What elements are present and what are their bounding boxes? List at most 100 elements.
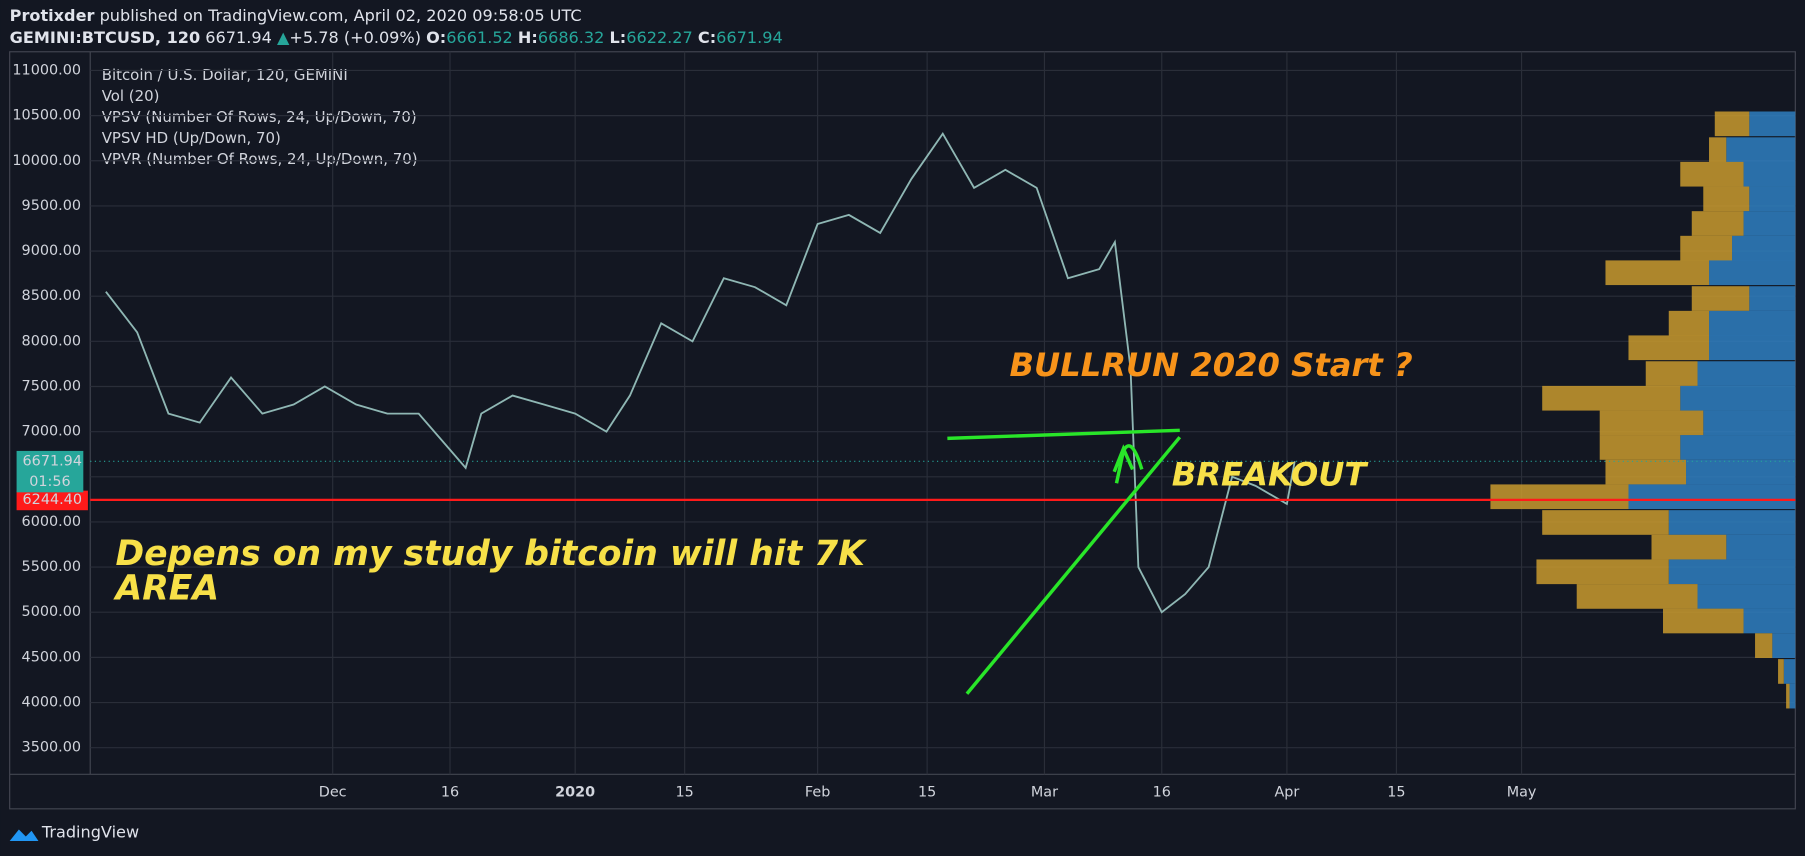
y-tick-label: 3500.00 <box>22 740 81 756</box>
profile-up <box>1709 260 1796 286</box>
profile-up <box>1726 137 1796 162</box>
profile-down <box>1703 186 1750 212</box>
legend-line: VPVR (Number Of Rows, 24, Up/Down, 70) <box>102 150 418 168</box>
profile-down <box>1691 286 1750 311</box>
profile-down <box>1668 310 1710 336</box>
annotation: BULLRUN 2020 Start ? <box>1010 346 1413 384</box>
profile-up <box>1743 161 1796 187</box>
profile-down <box>1542 385 1681 411</box>
profile-down <box>1786 683 1790 709</box>
profile-up <box>1783 659 1796 684</box>
profile-up <box>1772 633 1796 658</box>
profile-up <box>1743 608 1796 634</box>
y-tick-label: 4000.00 <box>22 695 81 711</box>
y-tick-label: 8000.00 <box>22 333 81 349</box>
profile-down <box>1490 484 1629 510</box>
x-tick-label: 15 <box>1387 785 1405 801</box>
support-label-bg <box>16 490 88 511</box>
profile-up <box>1697 361 1796 386</box>
legend-line: VPSV HD (Up/Down, 70) <box>102 129 281 147</box>
profile-up <box>1628 484 1796 510</box>
logo-icon <box>9 829 39 842</box>
profile-down <box>1542 510 1669 535</box>
legend-line: VPSV (Number Of Rows, 24, Up/Down, 70) <box>102 108 417 126</box>
published: published on TradingView.com, April 02, … <box>100 6 582 25</box>
y-tick-label: 9500.00 <box>22 198 81 214</box>
x-tick-label: 16 <box>441 785 459 801</box>
symbol: GEMINI:BTCUSD, 120 <box>10 27 201 46</box>
last-price-label: 6671.94 <box>23 453 82 469</box>
last: 6671.94 <box>205 27 272 46</box>
y-tick-label: 11000.00 <box>12 62 81 78</box>
profile-up <box>1749 286 1796 311</box>
y-tick-label: 10500.00 <box>12 108 81 124</box>
y-tick-label: 9000.00 <box>22 243 81 259</box>
profile-up <box>1686 459 1796 485</box>
profile-up <box>1749 111 1796 137</box>
h-label: H: <box>518 27 538 46</box>
c-label: C: <box>698 27 716 46</box>
y-tick-label: 8500.00 <box>22 288 81 304</box>
annotation: Depens on my study bitcoin will hit 7K <box>116 534 868 574</box>
profile-down <box>1663 608 1744 634</box>
footer-brand: TradingView <box>41 822 139 841</box>
profile-up <box>1697 584 1796 609</box>
quote-line: GEMINI:BTCUSD, 120 6671.94 ▲+5.78 (+0.09… <box>10 27 783 46</box>
profile-up <box>1732 235 1796 261</box>
profile-up <box>1680 435 1796 460</box>
support-trendline <box>965 436 1182 695</box>
profile-down <box>1680 161 1744 187</box>
y-tick-label: 10000.00 <box>12 153 81 169</box>
support-label: 6244.40 <box>23 492 82 508</box>
profile-down <box>1709 137 1727 162</box>
y-tick-label: 6000.00 <box>22 514 81 530</box>
x-tick-label: Apr <box>1274 785 1299 801</box>
profile-down <box>1778 659 1784 684</box>
high: 6686.32 <box>538 27 605 46</box>
x-tick-label: Feb <box>805 785 830 801</box>
header-line: Protixder published on TradingView.com, … <box>10 6 582 25</box>
profile-down <box>1755 633 1773 658</box>
profile-down <box>1680 235 1733 261</box>
x-tick-label: Mar <box>1031 785 1058 801</box>
profile-down <box>1605 260 1710 286</box>
legend-line: Vol (20) <box>102 87 160 105</box>
profile-up <box>1743 211 1796 236</box>
x-tick-label: 16 <box>1153 785 1171 801</box>
y-tick-label: 4500.00 <box>22 649 81 665</box>
profile-down <box>1599 435 1681 460</box>
resistance-trendline <box>947 428 1180 441</box>
countdown: 01:56 <box>29 474 70 490</box>
profile-up <box>1709 335 1796 361</box>
annotation: BREAKOUT <box>1172 455 1370 493</box>
y-tick-label: 7000.00 <box>22 424 81 440</box>
profile-up <box>1726 534 1796 560</box>
profile-up <box>1680 385 1796 411</box>
profile-down <box>1536 559 1669 585</box>
profile-down <box>1691 211 1744 236</box>
y-tick-label: 7500.00 <box>22 378 81 394</box>
breakout-arrow <box>1112 444 1144 484</box>
y-tick-label: 5000.00 <box>22 604 81 620</box>
profile-up <box>1703 410 1796 436</box>
profile-up <box>1668 510 1796 535</box>
annotation: AREA <box>113 569 220 609</box>
x-tick-label: Dec <box>319 785 347 801</box>
price-line <box>105 131 1296 614</box>
profile-up <box>1749 186 1796 212</box>
arrow: ▲ <box>277 27 290 46</box>
l-label: L: <box>610 27 627 46</box>
chart-pane <box>9 51 1796 810</box>
close: 6671.94 <box>716 27 783 46</box>
profile-up <box>1668 559 1796 585</box>
profile-down <box>1645 361 1698 386</box>
profile-down <box>1651 534 1727 560</box>
logo: TradingView <box>9 822 139 842</box>
profile-down <box>1714 111 1750 137</box>
profile-down <box>1576 584 1698 609</box>
legend-line: Bitcoin / U.S. Dollar, 120, GEMINI <box>102 66 348 84</box>
open: 6661.52 <box>446 27 513 46</box>
profile-down <box>1605 459 1687 485</box>
